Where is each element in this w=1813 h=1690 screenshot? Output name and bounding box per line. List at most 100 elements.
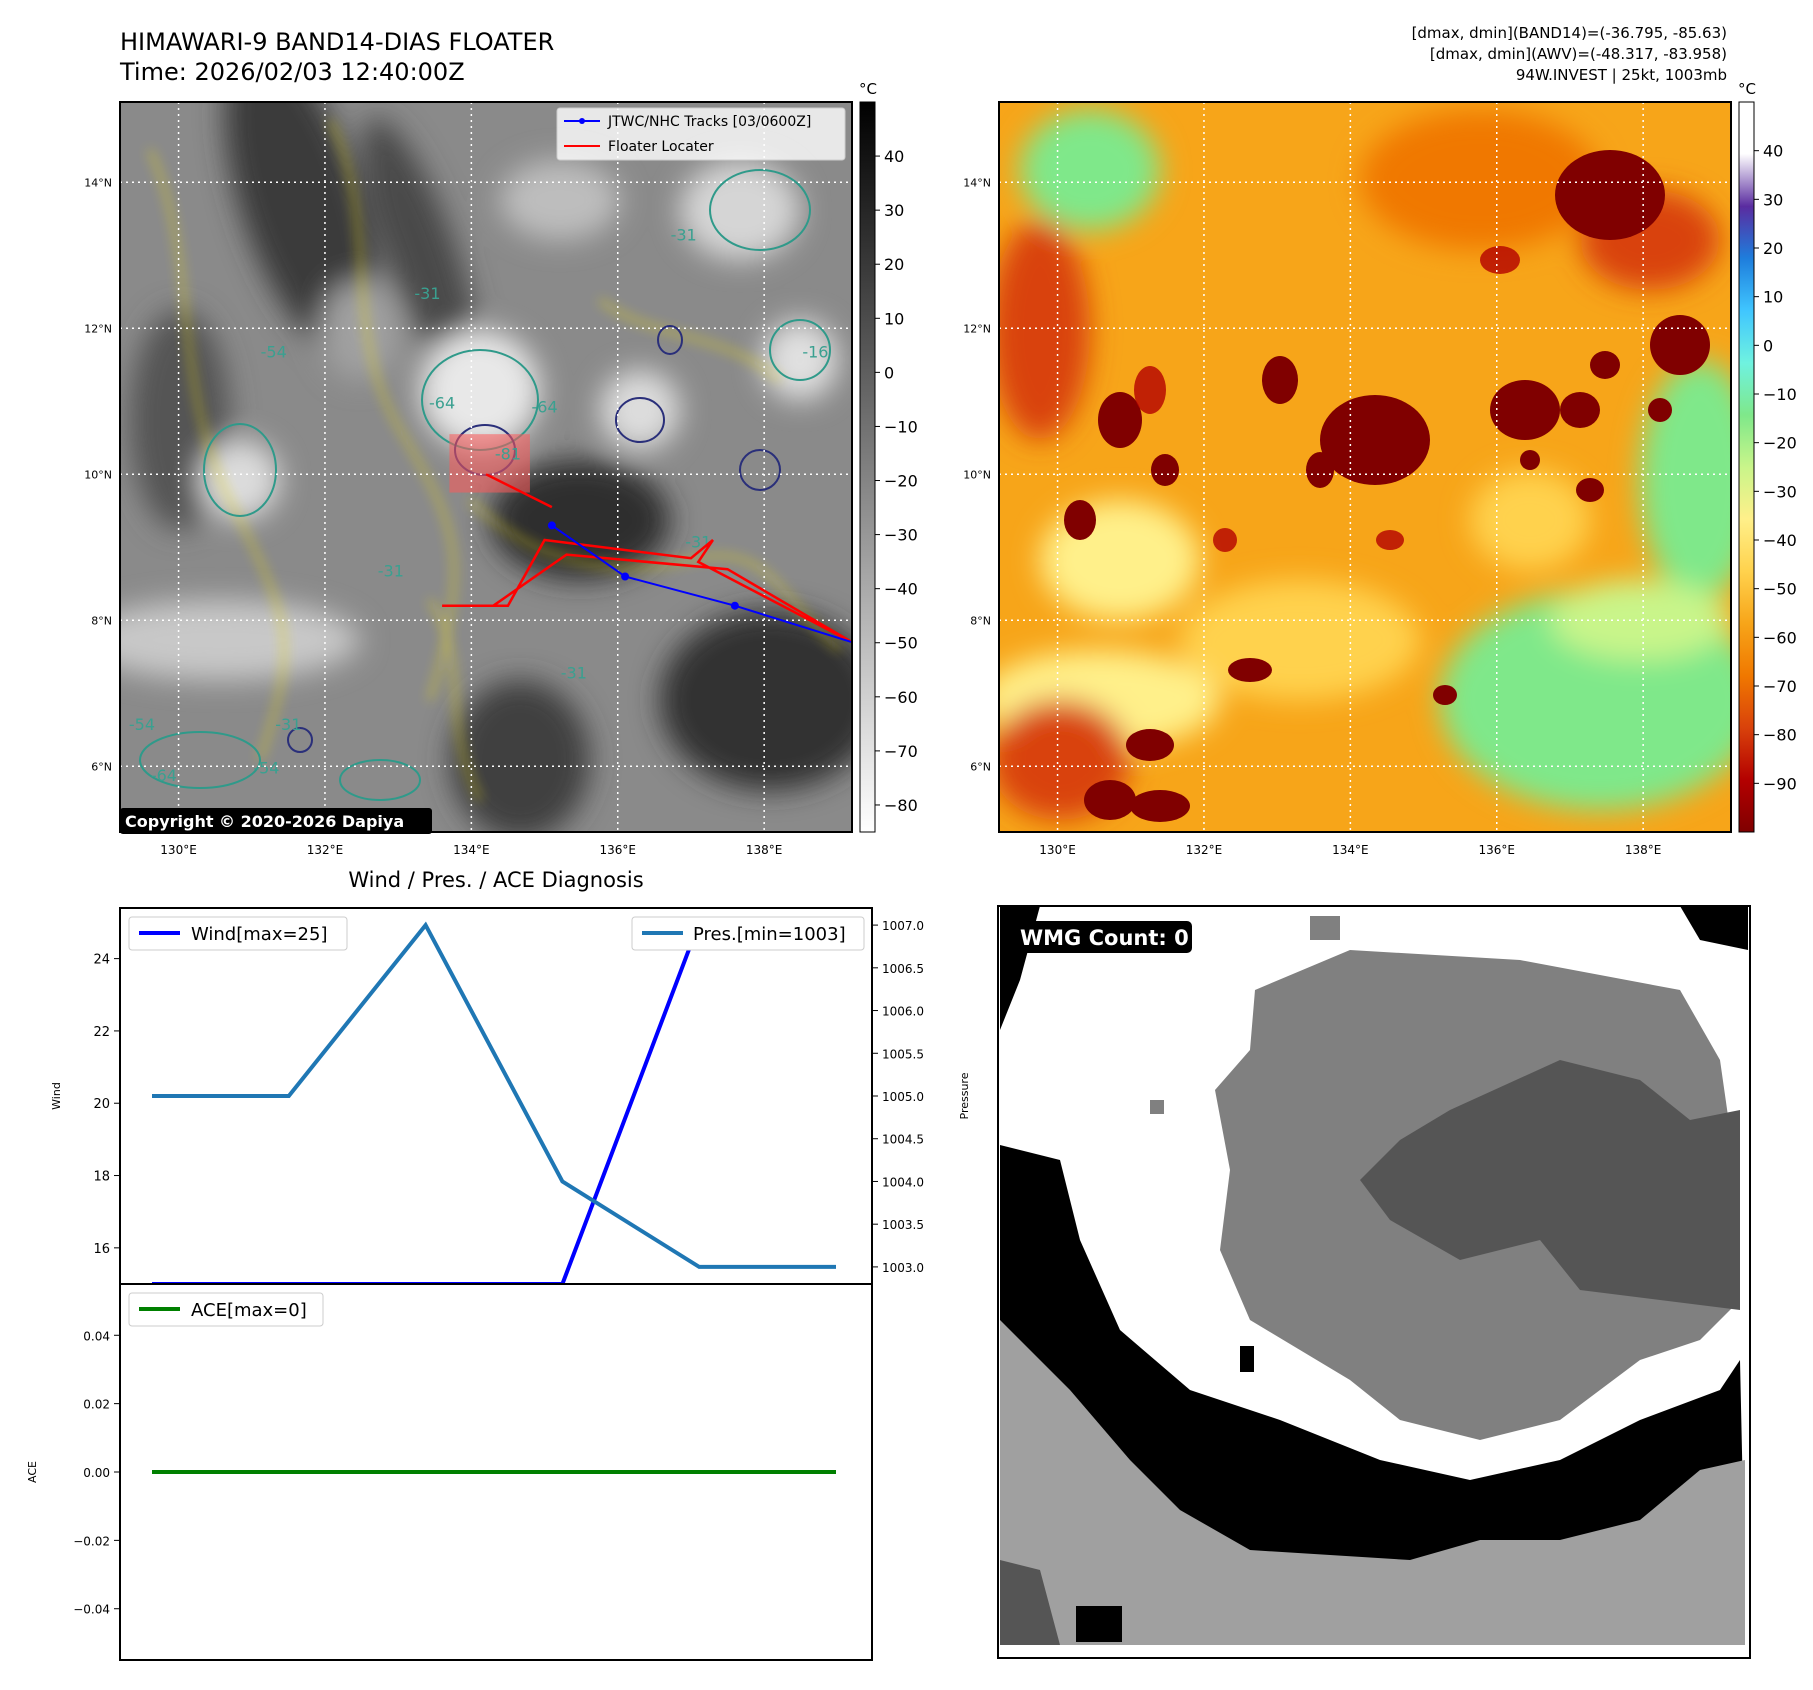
lat-tick-label: 6°N [91,760,112,773]
colorbar-tick-label: −80 [1763,726,1797,745]
track-point [621,572,630,581]
contour-label: -54 [129,715,155,734]
legend-ace: ACE[max=0] [128,1292,324,1327]
floater-locater-tail [485,473,553,509]
colorbar-tick-label: −20 [1763,434,1797,453]
colorbar-tick-label: −90 [1763,774,1797,793]
lon-tick-label: 138°E [1625,843,1662,857]
figure-time: Time: 2026/02/03 12:40:00Z [119,58,465,86]
pressure-tick-label: 1003.5 [882,1218,924,1232]
diagnosis-chart: 16 18 20 22 24 1003.0 1003.5 1004.0 1004.5 1005.… [50,907,971,1285]
track-point [547,521,556,530]
wind-axis-label: Wind [50,1082,63,1110]
lat-tick-label: 14°N [963,176,991,189]
lat-tick-label: 8°N [91,614,112,627]
colorbar-gray: °C 40 30 20 10 0 −10 −20 −30 −40 −50 −60 −70 −80 [859,80,918,833]
lon-tick-label: 130°E [1039,843,1076,857]
colorbar-color: °C 40 30 20 10 0 −10 −20 −30 −40 −50 −60 −70 −80 −90 [1738,80,1797,833]
contour-label: -64 [429,394,455,413]
colorbar-tick-label: 10 [1763,288,1783,307]
lat-tick-label: 14°N [84,176,112,189]
colorbar-tick-label: −50 [884,634,918,653]
colorbar-tick-label: −30 [884,526,918,545]
wind-tick-label: 16 [93,1242,110,1257]
pressure-tick-label: 1006.5 [882,962,924,976]
contour-label: -31 [414,284,440,303]
colorbar-tick-label: 0 [1763,336,1773,355]
lat-tick-label: 12°N [84,322,112,335]
wmg-count-badge: WMG Count: 0 [1010,921,1192,953]
pressure-axis-label: Pressure [958,1072,971,1119]
jtwc-track-points [547,521,739,610]
lon-tick-label: 136°E [600,843,637,857]
lat-tick-label: 10°N [963,468,991,481]
lon-tick-label: 136°E [1479,843,1516,857]
wmg-count-label: WMG Count: 0 [1020,926,1189,950]
contour-label: -31 [275,715,301,734]
contour-label: -31 [561,664,587,683]
wind-axis-ticks: 16 18 20 22 24 [93,953,120,1257]
lon-tick-label: 134°E [1332,843,1369,857]
contour-label: -54 [261,343,287,362]
ace-tick-label: 0.02 [83,1398,110,1412]
series-line-pressure [152,921,836,1269]
lat-tick-label: 6°N [970,760,991,773]
colorbar-tick-label: 30 [1763,190,1783,209]
legend-ace-label: ACE[max=0] [191,1300,307,1321]
map-axis-labels: 130°E 132°E 134°E 136°E 138°E 14°N 12°N 10°N 8°N… [963,176,1661,857]
colorbar-tick-label: −30 [1763,482,1797,501]
colorbar-tick-label: 30 [884,201,904,220]
pressure-tick-label: 1005.5 [882,1047,924,1061]
colorbar-tick-label: −50 [1763,580,1797,599]
wmg-map: WMG Count: 0 [997,905,1751,1659]
info-awv: [dmax, dmin](AWV)=(-48.317, -83.958) [1430,45,1727,63]
contour-label: -16 [802,343,828,362]
colorbar-tick-label: −10 [1763,385,1797,404]
wind-tick-label: 20 [93,1097,110,1112]
ace-tick-label: 0.00 [83,1466,110,1480]
ace-tick-label: −0.04 [73,1603,110,1617]
ace-tick-label: −0.02 [73,1534,110,1548]
legend-wind: Wind[max=25] [128,916,348,951]
colorbar-color-unit: °C [1738,80,1756,98]
colorbar-tick-label: −40 [1763,531,1797,550]
pressure-tick-label: 1006.0 [882,1005,924,1019]
colorbar-tick-label: 40 [884,147,904,166]
ace-axis-ticks: 0.04 0.02 0.00 −0.02 −0.04 [73,1329,120,1617]
copyright-badge: Copyright © 2020-2026 Dapiya [120,808,432,834]
contour-label: -64 [531,397,557,416]
colorbar-tick-label: 20 [1763,239,1783,258]
pressure-tick-label: 1007.0 [882,919,924,933]
floater-locater-line [442,538,852,644]
map-grid [120,102,852,832]
ace-axis-label: ACE [26,1461,39,1483]
jtwc-track-line [551,524,852,644]
colorbar-tick-label: −80 [884,796,918,815]
pressure-tick-label: 1004.0 [882,1175,924,1189]
legend-floater-label: Floater Locater [608,139,714,155]
colorbar-gray-unit: °C [859,80,877,98]
copyright-text: Copyright © 2020-2026 Dapiya [125,812,404,831]
contour-label: -81 [495,445,521,464]
ir-gray-map: -64 -64-81-54-31-31-54-64 -54-31-31-31-31-… [84,101,853,857]
colorbar-tick-label: 40 [1763,142,1783,161]
ir-color-map: 130°E 132°E 134°E 136°E 138°E 14°N 12°N 10°N 8°N… [963,101,1732,857]
lon-tick-label: 132°E [307,843,344,857]
lon-tick-label: 138°E [746,843,783,857]
contour-label: -64 [151,766,177,785]
contour-labels: -64 -64-81-54-31-31-54-64 -54-31-31-31-31-… [129,226,829,785]
figure-title: HIMAWARI-9 BAND14-DIAS FLOATER [120,28,554,56]
pressure-tick-label: 1004.5 [882,1133,924,1147]
colorbar-tick-label: 20 [884,255,904,274]
colorbar-tick-label: −40 [884,580,918,599]
colorbar-tick-label: −70 [1763,677,1797,696]
ace-chart: 0.04 0.02 0.00 −0.02 −0.04 ACE ACE[max=0] [26,1283,873,1661]
lon-tick-label: 132°E [1186,843,1223,857]
diagnosis-title: Wind / Pres. / ACE Diagnosis [348,868,643,892]
legend-track-label: JTWC/NHC Tracks [03/0600Z] [607,114,811,130]
contour-label: -31 [671,226,697,245]
lat-tick-label: 10°N [84,468,112,481]
floater-box [449,434,530,493]
contour-label: -31 [378,562,404,581]
colorbar-tick-label: −60 [884,688,918,707]
